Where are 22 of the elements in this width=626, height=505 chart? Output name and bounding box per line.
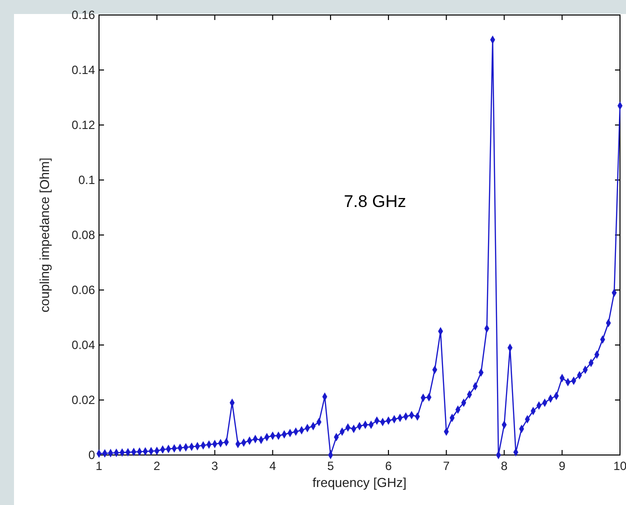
x-tick-label: 7 — [442, 459, 450, 473]
x-tick-label: 2 — [154, 459, 161, 473]
y-axis-title: coupling impedance [Ohm] — [37, 158, 52, 312]
y-tick-label: 0.02 — [72, 393, 96, 407]
y-tick-label: 0.16 — [72, 8, 96, 22]
y-tick-label: 0.1 — [78, 173, 96, 187]
x-tick-label: 3 — [211, 459, 218, 473]
y-tick-label: 0.12 — [72, 118, 96, 132]
y-tick-label: 0.08 — [72, 228, 96, 242]
x-tick-label: 4 — [269, 459, 276, 473]
y-tick-label: 0.14 — [72, 63, 96, 77]
x-tick-label: 9 — [558, 459, 566, 473]
x-tick-label: 5 — [327, 459, 334, 473]
y-tick-label: 0 — [88, 448, 96, 462]
x-tick-label: 1 — [96, 459, 103, 473]
y-tick-label: 0.06 — [72, 283, 96, 297]
y-tick-label: 0.04 — [72, 338, 96, 352]
x-axis-title: frequency [GHz] — [312, 475, 406, 490]
annotation: 7.8 GHz — [344, 192, 406, 211]
x-tick-label: 10 — [613, 459, 626, 473]
x-tick-label: 8 — [500, 459, 508, 473]
x-tick-label: 6 — [385, 459, 392, 473]
